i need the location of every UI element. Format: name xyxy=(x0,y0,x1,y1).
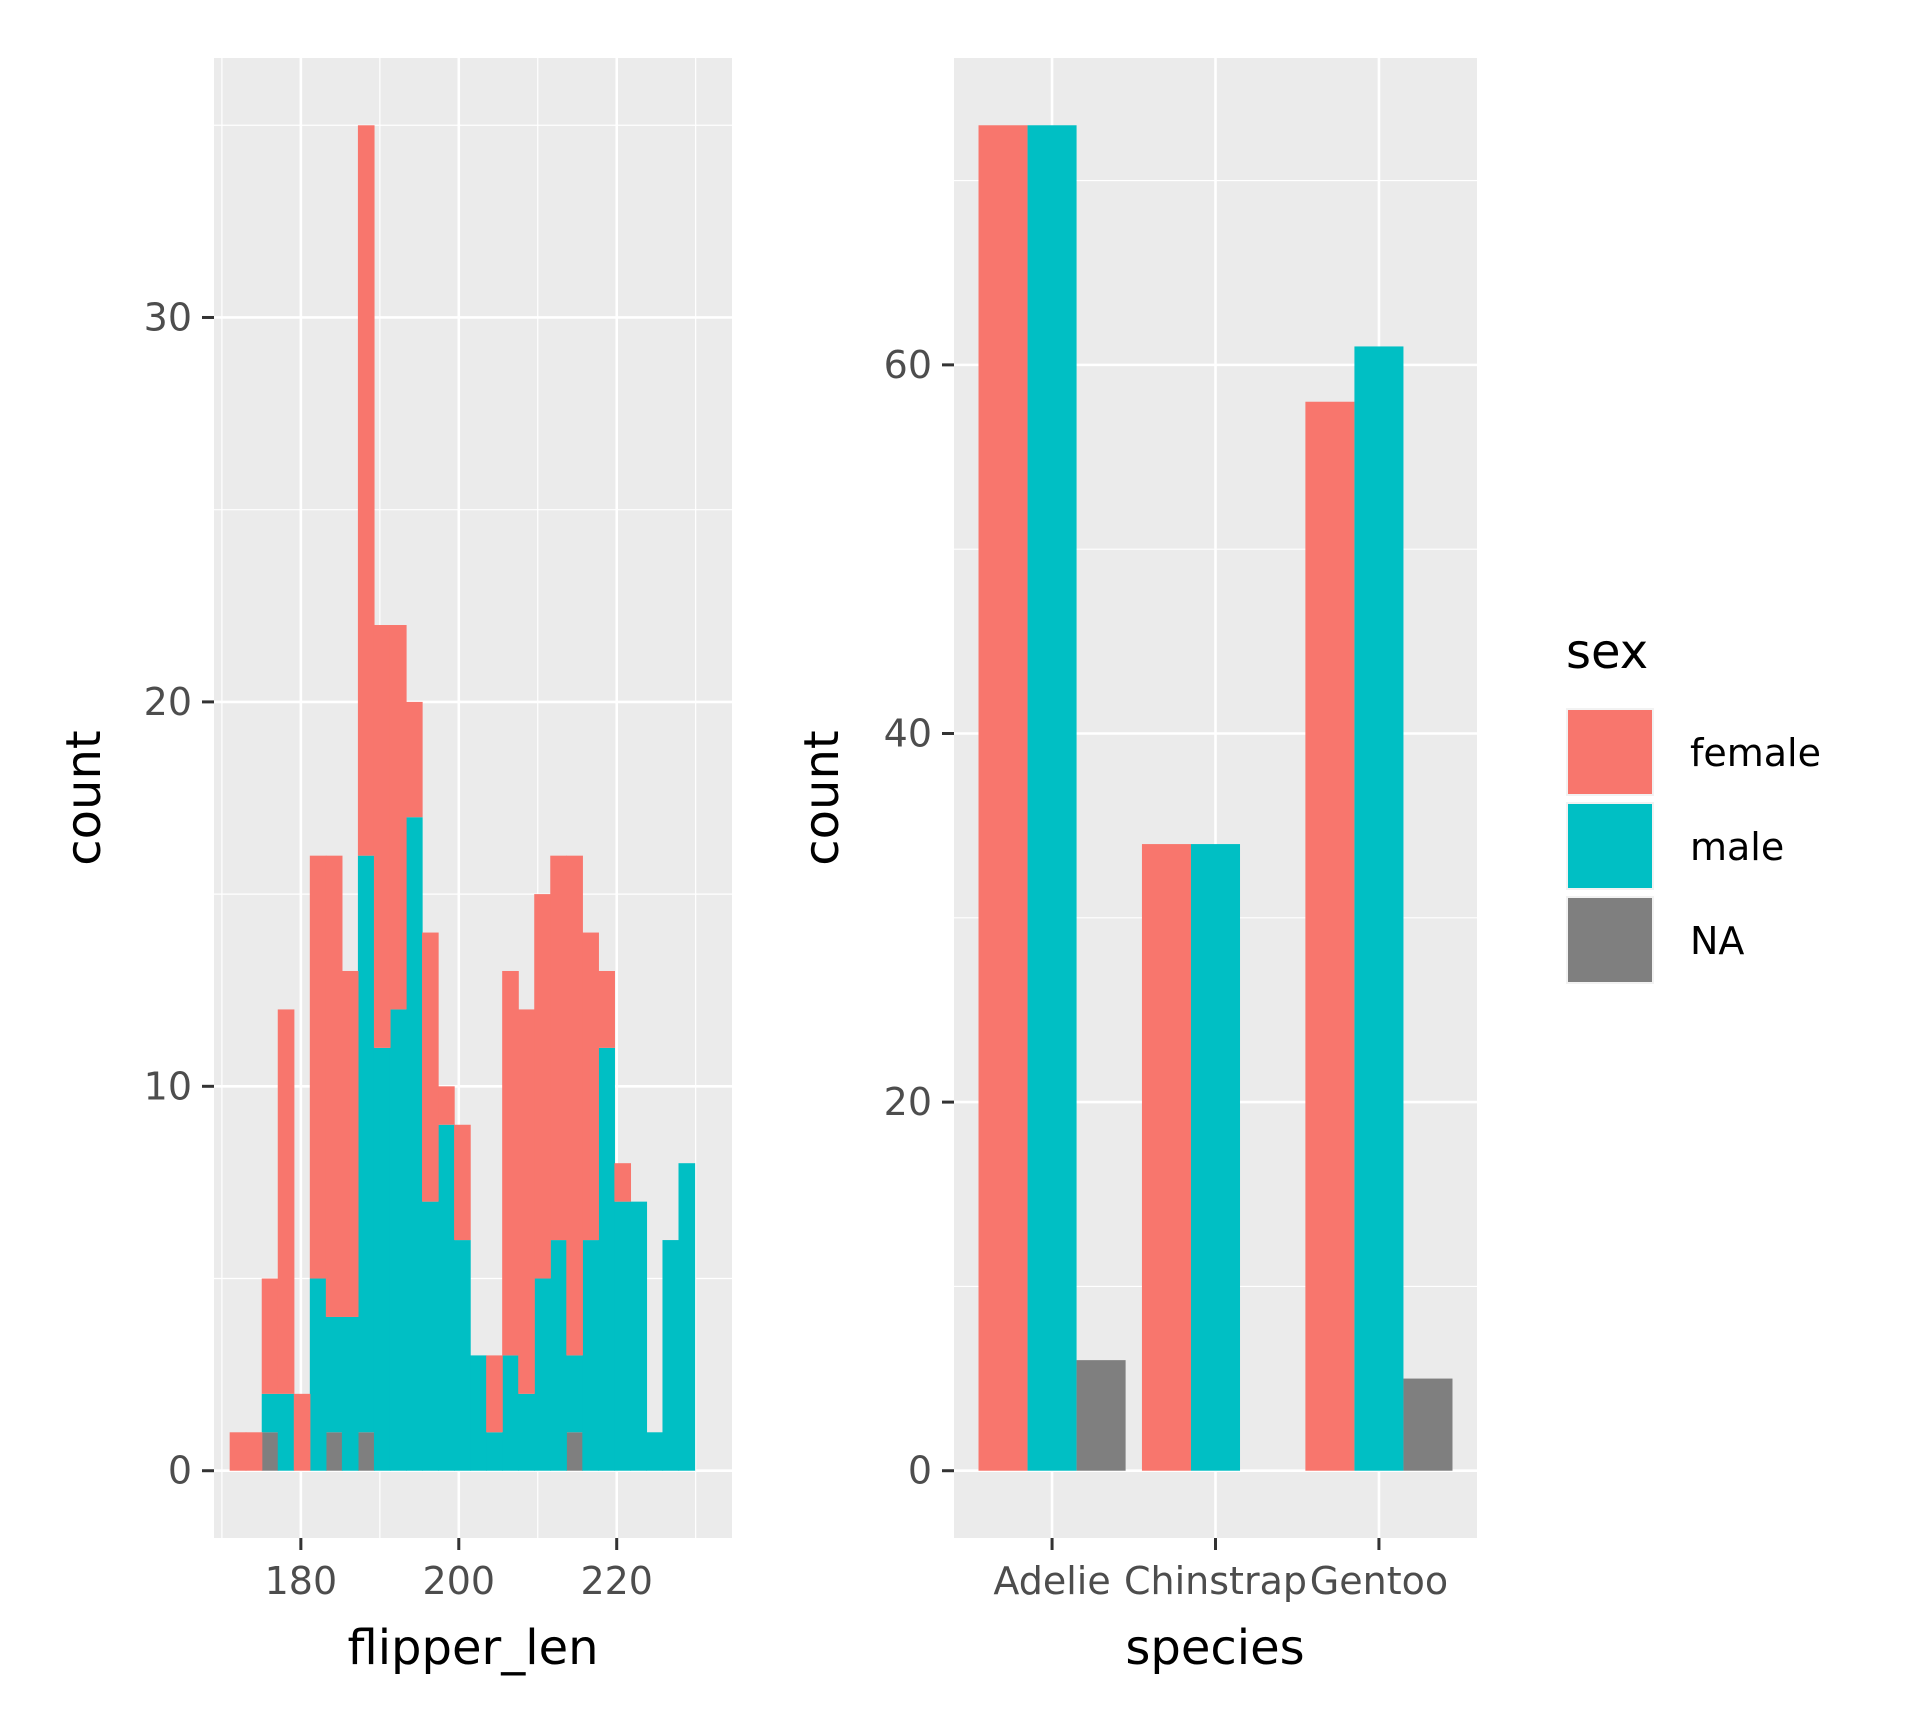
histogram-bar-female xyxy=(502,970,519,1356)
histogram-axes: 0 10 20 30 180 200 220 xyxy=(144,295,653,1603)
histogram-x-tick-label: 220 xyxy=(580,1559,653,1603)
histogram-bar-NA xyxy=(261,1432,279,1471)
histogram-bar-male xyxy=(566,1355,583,1433)
histogram-bar-female xyxy=(454,1124,471,1241)
histogram-bar-male xyxy=(678,1163,696,1471)
legend-swatch-female xyxy=(1568,710,1652,794)
histogram-bar-female xyxy=(357,125,375,856)
histogram-bar-female xyxy=(486,1355,503,1433)
species-bar-NA xyxy=(1403,1378,1453,1471)
histogram-bar-female xyxy=(277,1009,295,1394)
histogram-x-tick-label: 180 xyxy=(265,1559,338,1603)
species-bars xyxy=(978,125,1453,1471)
histogram-bar-male xyxy=(470,1355,487,1471)
histogram-bar-male xyxy=(422,1201,439,1471)
species-bar-female xyxy=(1141,844,1191,1471)
histogram-bar-male xyxy=(389,1009,407,1471)
species-x-tick-label: Gentoo xyxy=(1310,1559,1448,1603)
histogram-bar-male xyxy=(550,1240,567,1471)
species-bar-male xyxy=(1027,125,1077,1471)
histogram-bar-NA xyxy=(566,1432,583,1471)
histogram-bar-male xyxy=(486,1432,503,1471)
histogram-bar-female xyxy=(325,855,343,1317)
legend-label-male: male xyxy=(1690,825,1784,869)
species-y-tick-label: 20 xyxy=(884,1080,932,1124)
histogram-bar-female xyxy=(598,970,615,1048)
histogram-bar-female xyxy=(261,1278,279,1394)
histogram-bar-male xyxy=(261,1393,279,1433)
histogram-bar-female xyxy=(245,1432,263,1471)
histogram-bar-female xyxy=(582,932,599,1241)
species-bar-male xyxy=(1354,346,1404,1471)
histogram-bar-male xyxy=(534,1278,551,1471)
histogram-x-tick-label: 200 xyxy=(423,1559,496,1603)
histogram-y-tick-label: 0 xyxy=(168,1449,192,1493)
histogram-y-tick-label: 30 xyxy=(144,295,192,339)
histogram-bar-male xyxy=(454,1240,471,1471)
species-bar-NA xyxy=(1076,1360,1126,1471)
histogram-bar-male xyxy=(357,855,375,1433)
histogram-bar-female xyxy=(614,1163,632,1202)
legend-label-NA: NA xyxy=(1690,919,1744,963)
species-bar-male xyxy=(1190,844,1241,1471)
histogram-bar-male xyxy=(582,1240,599,1471)
histogram-bar-male xyxy=(325,1316,343,1433)
histogram-bar-female xyxy=(438,1086,455,1125)
legend-label-female: female xyxy=(1690,731,1821,775)
histogram-bar-NA xyxy=(357,1432,375,1471)
histogram-bar-female xyxy=(550,855,567,1241)
histogram-y-tick-label: 10 xyxy=(144,1064,192,1108)
histogram-bar-female xyxy=(534,894,551,1279)
histogram-bar-male xyxy=(598,1047,615,1471)
legend-swatch-male xyxy=(1568,804,1652,888)
legend-title: sex xyxy=(1566,624,1648,680)
histogram-bar-male xyxy=(309,1278,327,1471)
species-y-axis-title: count xyxy=(794,730,850,865)
histogram-bar-female xyxy=(309,855,327,1279)
histogram-bar-male xyxy=(341,1316,359,1471)
histogram-bar-NA xyxy=(325,1432,343,1471)
species-axes: 0 20 40 60 Adelie Chinstrap Gentoo xyxy=(884,343,1448,1603)
histogram-x-axis-title: flipper_len xyxy=(347,1620,598,1676)
histogram-bar-male xyxy=(373,1047,391,1471)
histogram-bar-male xyxy=(277,1393,295,1471)
species-bar-female xyxy=(978,125,1028,1471)
histogram-bar-male xyxy=(405,817,423,1471)
histogram-panel: 0 10 20 30 180 200 220 flipper_len count xyxy=(56,58,732,1676)
histogram-bar-female xyxy=(389,625,407,1010)
histogram-bar-male xyxy=(630,1201,648,1471)
species-bar-panel: 0 20 40 60 Adelie Chinstrap Gentoo species cou… xyxy=(794,58,1477,1676)
species-x-tick-label: Adelie xyxy=(993,1559,1110,1603)
histogram-bar-female xyxy=(518,1009,535,1394)
species-x-axis-title: species xyxy=(1125,1620,1304,1676)
histogram-bar-male xyxy=(518,1393,535,1471)
species-y-tick-label: 40 xyxy=(884,711,932,755)
histogram-bar-female xyxy=(566,855,583,1356)
legend-swatch-NA xyxy=(1568,898,1652,982)
histogram-bar-female xyxy=(341,970,359,1317)
histogram-bar-male xyxy=(646,1432,664,1471)
histogram-bars xyxy=(229,125,696,1471)
histogram-bar-female xyxy=(229,1432,247,1471)
histogram-bar-female xyxy=(422,932,439,1202)
histogram-bar-female xyxy=(293,1393,311,1471)
species-x-tick-label: Chinstrap xyxy=(1124,1559,1307,1603)
histogram-y-axis-title: count xyxy=(56,730,112,865)
histogram-y-tick-label: 20 xyxy=(144,680,192,724)
histogram-bar-female xyxy=(373,625,391,1048)
species-bar-female xyxy=(1305,401,1355,1471)
legend-items: female male NA xyxy=(1566,708,1821,984)
species-y-tick-label: 0 xyxy=(908,1449,932,1493)
histogram-bar-male xyxy=(502,1355,519,1471)
histogram-bar-male xyxy=(614,1201,632,1471)
histogram-bar-male xyxy=(662,1240,680,1471)
histogram-bar-male xyxy=(438,1124,455,1471)
histogram-bar-female xyxy=(405,701,423,818)
legend: sex female male NA xyxy=(1566,624,1821,984)
species-y-tick-label: 60 xyxy=(884,343,932,387)
